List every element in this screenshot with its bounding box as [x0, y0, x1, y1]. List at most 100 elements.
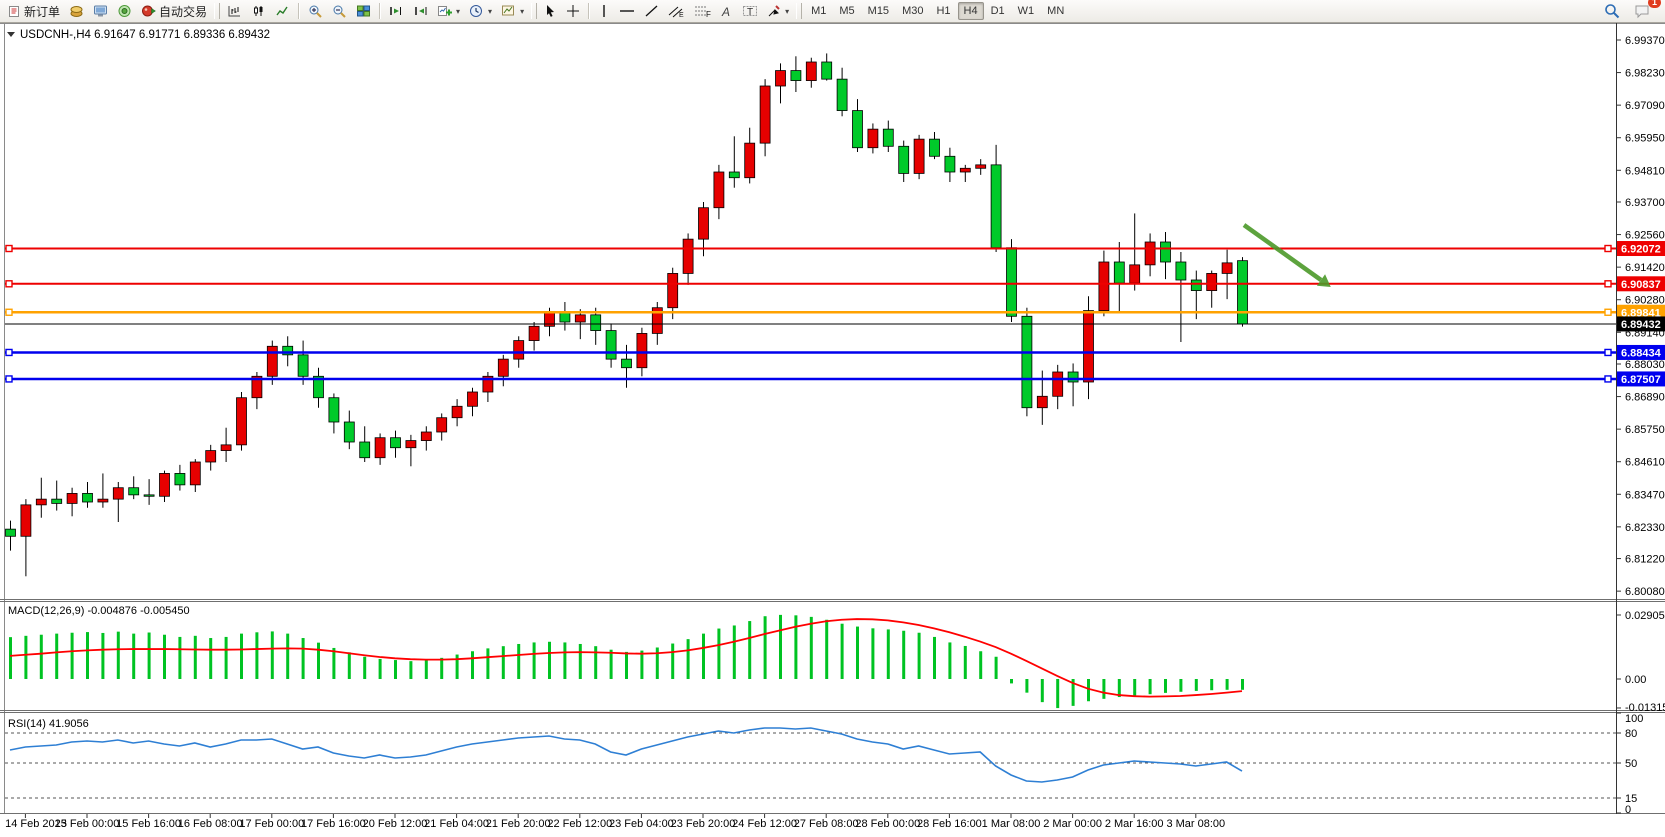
timeframe-button-m1[interactable]: M1 [811, 5, 827, 17]
price-chart[interactable]: MACD(12,26,9) -0.004876 -0.005450 RSI(14)… [0, 23, 1665, 837]
cursor-icon [547, 5, 555, 17]
notifications-button[interactable]: 1 [1630, 0, 1661, 22]
candle-body-down [82, 493, 93, 503]
level-handle-right[interactable] [1604, 244, 1612, 253]
time-tick-label: 16 Feb 08:00 [178, 818, 243, 830]
horizontal-line-tool-button[interactable] [615, 0, 639, 22]
time-tick-label: 23 Feb 04:00 [609, 818, 674, 830]
macd-scale-label: 0.00 [1625, 674, 1646, 686]
candlestick [898, 140, 910, 182]
chart-shift-button[interactable] [409, 0, 432, 22]
signal-icon [118, 5, 131, 17]
candle-body-down [297, 354, 309, 377]
level-line-resistance-lower[interactable] [5, 280, 1616, 288]
rsi-panel[interactable]: RSI(14) 41.9056 [5, 718, 1616, 799]
candlestick-icon [254, 6, 263, 16]
crosshair-tool-button[interactable] [562, 0, 584, 22]
candlestick [205, 444, 217, 471]
terminal-button[interactable] [89, 0, 112, 22]
price-axis[interactable]: 6.99370 6.98230 6.97090 6.95950 6.94810 6.937… [1616, 23, 1665, 816]
candle-body-down [313, 375, 324, 399]
text-tool-button[interactable]: A [716, 0, 737, 22]
text-label-tool-button[interactable]: T [738, 0, 762, 22]
auto-scroll-button[interactable] [385, 0, 408, 22]
price-tick-label: 6.92560 [1625, 230, 1665, 242]
candle-body-up [713, 171, 725, 209]
candlestick [497, 354, 509, 387]
timeframe-button-h1[interactable]: H1 [936, 5, 951, 17]
candlestick [1021, 307, 1033, 417]
cursor-tool-button[interactable] [540, 0, 561, 22]
candle-body-down [5, 528, 16, 537]
level-handle-right[interactable] [1604, 308, 1612, 316]
level-line-resistance-upper[interactable] [5, 244, 1616, 253]
indicators-button[interactable]: ▾ [433, 0, 464, 22]
level-handle-right[interactable] [1604, 348, 1612, 357]
price-tick-label: 6.94810 [1625, 165, 1665, 177]
level-line-pivot-orange[interactable] [5, 308, 1616, 316]
timeframe-button-d1[interactable]: D1 [990, 5, 1005, 17]
bar-chart-mode-button[interactable] [223, 0, 246, 22]
timeframe-button-h4[interactable]: H4 [957, 2, 984, 20]
candlestick [328, 393, 340, 434]
vertical-line-tool-button[interactable] [594, 0, 614, 22]
candle-body-up [651, 307, 663, 334]
candle-body-down [990, 164, 1002, 249]
candlestick [97, 473, 109, 508]
auto-trading-label: 自动交易 [159, 4, 208, 19]
search-button[interactable] [1600, 0, 1624, 22]
line-chart-mode-button[interactable] [271, 0, 294, 22]
price-tick-label: 6.80080 [1625, 586, 1665, 598]
level-handle-left[interactable] [5, 375, 13, 383]
market-watch-button[interactable] [65, 0, 88, 22]
signal-button[interactable] [113, 0, 136, 22]
time-tick-label: 23 Feb 20:00 [671, 818, 736, 830]
rsi-scale-label: 100 [1625, 713, 1643, 725]
arrows-tool-button[interactable]: ▾ [763, 0, 793, 22]
candle-body-up [636, 333, 648, 369]
macd-panel[interactable]: MACD(12,26,9) -0.004876 -0.005450 [8, 605, 1244, 709]
level-handle-left[interactable] [5, 348, 13, 357]
candle-body-down [51, 498, 63, 504]
timeframe-button-m30[interactable]: M30 [902, 5, 924, 17]
fibonacci-tool-button[interactable]: F [690, 0, 715, 22]
candle-body-up [159, 473, 170, 497]
timeframe-button-m15[interactable]: M15 [867, 5, 890, 17]
level-handle-left[interactable] [5, 244, 13, 253]
level-handle-left[interactable] [5, 308, 13, 316]
timeframe-button-m5[interactable]: M5 [839, 5, 855, 17]
price-tick-label: 6.88030 [1625, 359, 1665, 371]
candle-body-up [682, 238, 694, 274]
equidistant-channel-tool-button[interactable]: E [664, 0, 689, 22]
rsi-scale-label: 15 [1625, 793, 1637, 805]
candlestick [959, 164, 971, 182]
zoom-in-button[interactable] [304, 0, 327, 22]
level-line-support-lower[interactable] [5, 375, 1616, 383]
timeframe-button-mn[interactable]: MN [1047, 5, 1065, 17]
tile-windows-button[interactable] [352, 0, 375, 22]
level-line-support-upper[interactable] [5, 348, 1616, 357]
auto-trading-button[interactable]: 自动交易 [137, 0, 211, 22]
candlestick-mode-button[interactable] [247, 0, 270, 22]
level-handle-left[interactable] [5, 280, 13, 288]
level-handle-right[interactable] [1604, 280, 1612, 288]
chat-bubble-icon [1635, 5, 1649, 18]
candlestick [405, 434, 417, 467]
trendline-tool-button[interactable] [640, 0, 663, 22]
new-order-button[interactable]: 新订单 [4, 0, 64, 22]
timeframe-button-w1[interactable]: W1 [1017, 5, 1035, 17]
trend-arrow-annotation[interactable] [1242, 223, 1331, 287]
periods-button[interactable]: ▾ [465, 0, 496, 22]
macd-scale-label: -0.013154 [1625, 702, 1665, 714]
chart-collapse-icon[interactable] [7, 32, 15, 37]
candlestick [682, 233, 694, 285]
candle-body-up [266, 345, 278, 377]
candle-body-down [282, 345, 294, 356]
price-tick-label: 6.86890 [1625, 392, 1665, 404]
templates-button[interactable]: ▾ [497, 0, 528, 22]
text-label-icon: T [743, 6, 758, 18]
level-handle-right[interactable] [1604, 375, 1612, 383]
candlestick [759, 79, 771, 157]
zoom-out-button[interactable] [328, 0, 351, 22]
